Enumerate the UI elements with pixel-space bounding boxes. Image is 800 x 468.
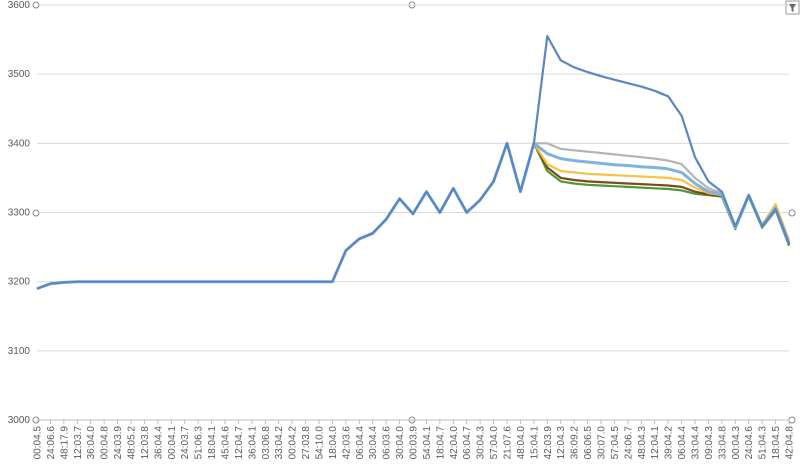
y-tick-label: 3600 [8,0,31,11]
x-tick-label: 12:04.3 [556,426,567,460]
x-tick-label: 51:04.3 [758,426,769,460]
x-tick-label: 24:06.6 [46,426,57,460]
x-tick-label: 30:04.0 [395,426,406,460]
x-tick-label: 03:06.8 [261,426,272,460]
x-tick-label: 24:03.9 [113,426,124,460]
x-tick-label: 33:04.4 [691,426,702,460]
x-tick-label: 00:04.1 [167,426,178,460]
filter-button[interactable] [785,0,800,15]
x-tick-label: 18:04.5 [771,426,782,460]
x-tick-label: 24:06.7 [623,426,634,460]
x-tick-label: 00:04.5 [33,426,44,460]
x-tick-label: 51:06.3 [194,426,205,460]
x-tick-label: 36:09.2 [570,426,581,460]
y-tick-label: 3300 [8,208,31,219]
x-tick-label: 09:04.3 [704,426,715,460]
y-tick-label: 3400 [8,138,31,149]
x-tick-label: 45:04.6 [221,426,232,460]
x-tick-label: 21:07.6 [503,426,514,460]
y-tick-label: 3100 [8,346,31,357]
y-tick-label: 3000 [8,415,31,426]
x-tick-label: 30:04.3 [476,426,487,460]
x-tick-label: 48:17.9 [59,426,70,460]
x-tick-label: 42:03.9 [543,426,554,460]
x-tick-label: 30:04.4 [368,426,379,460]
x-tick-label: 15:04.1 [529,426,540,460]
x-tick-label: 24:04.6 [744,426,755,460]
x-tick-label: 30:07.0 [597,426,608,460]
x-tick-label: 06:06.5 [583,426,594,460]
x-tick-label: 39:04.2 [664,426,675,460]
x-tick-label: 12:03.7 [73,426,84,460]
x-tick-label: 24:03.7 [180,426,191,460]
x-tick-label: 06:04.4 [355,426,366,460]
series-line [36,35,791,290]
x-tick-label: 00:03.9 [409,426,420,460]
x-tick-label: 18:04.7 [435,426,446,460]
x-tick-label: 12:03.8 [140,426,151,460]
x-tick-label: 42:04.0 [449,426,460,460]
x-tick-label: 27:03.8 [301,426,312,460]
x-tick-label: 00:04.3 [731,426,742,460]
x-tick-label: 54:04.1 [422,426,433,460]
x-tick-label: 18:04.0 [328,426,339,460]
x-tick-label: 36:04.0 [86,426,97,460]
x-tick-label: 48:04.0 [516,426,527,460]
x-tick-label: 00:04.8 [100,426,111,460]
x-tick-label: 00:04.2 [288,426,299,460]
x-tick-label: 12:04.7 [234,426,245,460]
x-tick-label: 57:04.5 [610,426,621,460]
x-tick-label: 33:04.2 [274,426,285,460]
x-tick-label: 48:05.2 [127,426,138,460]
x-tick-label: 06:04.4 [677,426,688,460]
x-tick-label: 42:04.8 [785,426,796,460]
x-tick-label: 54:10.0 [315,426,326,460]
x-tick-label: 36:04.4 [153,426,164,460]
x-tick-label: 18:04.1 [207,426,218,460]
y-tick-label: 3500 [8,69,31,80]
x-tick-label: 06:03.6 [382,426,393,460]
x-tick-label: 57:04.0 [489,426,500,460]
x-tick-label: 42:03.6 [341,426,352,460]
x-tick-label: 33:04.8 [717,426,728,460]
x-tick-label: 48:04.3 [637,426,648,460]
x-tick-label: 06:04.7 [462,426,473,460]
x-tick-label: 36:04.1 [247,426,258,460]
y-tick-label: 3200 [8,277,31,288]
x-tick-label: 12:04.1 [650,426,661,460]
